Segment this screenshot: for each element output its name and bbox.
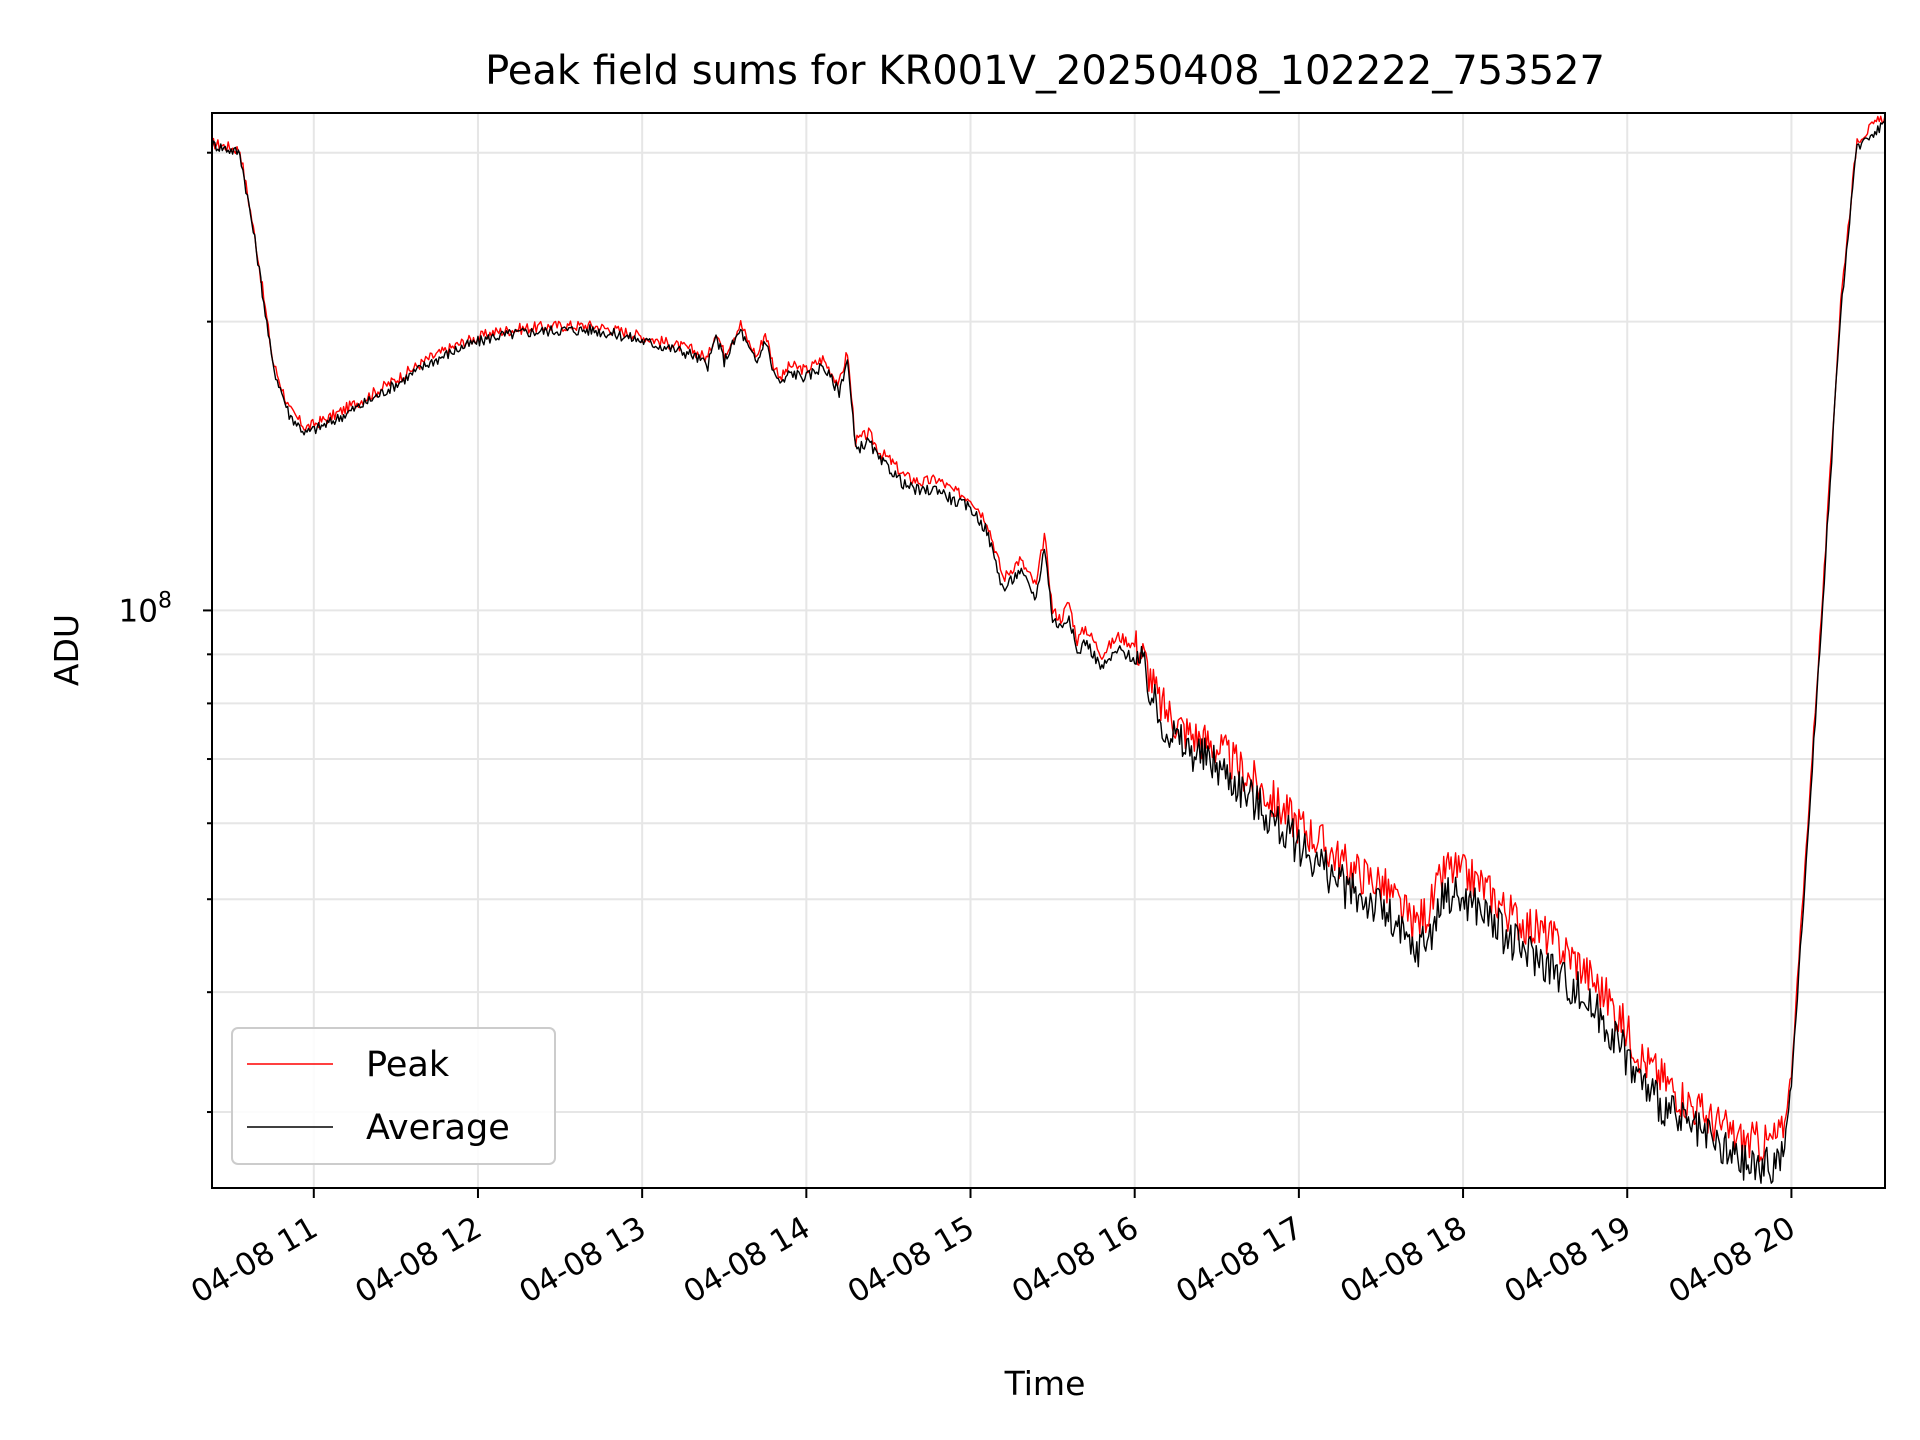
legend: Peak Average: [231, 1027, 556, 1165]
plot-area: [212, 115, 1885, 1184]
axes-frame: [211, 112, 1886, 1189]
grid: [212, 113, 1885, 1188]
series-line-average: [212, 121, 1885, 1184]
y-tick-label-exponent: 8: [158, 588, 172, 613]
legend-label-peak: Peak: [366, 1045, 450, 1085]
legend-label-average: Average: [366, 1108, 510, 1148]
y-axis-label: ADU: [47, 614, 86, 686]
legend-box: [231, 1027, 556, 1165]
x-axis-label: Time: [1004, 1364, 1086, 1403]
chart-title: Peak field sums for KR001V_20250408_1022…: [485, 48, 1605, 94]
series-lines: [212, 115, 1885, 1184]
